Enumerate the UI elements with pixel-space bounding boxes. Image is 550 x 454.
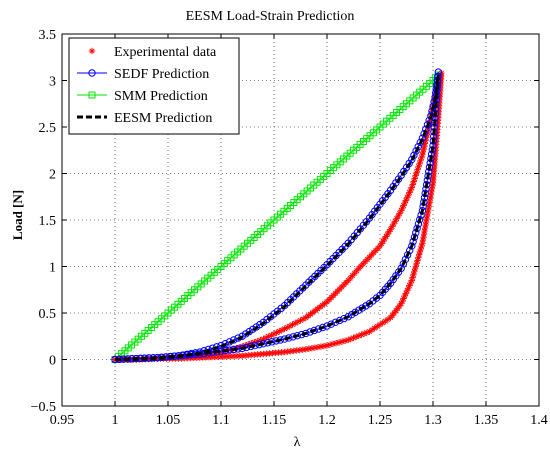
legend-label: SMM Prediction	[114, 89, 208, 104]
y-tick-label: 1	[49, 261, 56, 276]
legend-marker	[88, 69, 96, 77]
series-eesm-prediction	[114, 74, 440, 361]
series-smm-prediction	[111, 71, 442, 363]
legend-label: EESM Prediction	[114, 111, 212, 126]
x-tick-label: 1.3	[424, 413, 442, 428]
data-point	[389, 275, 397, 284]
data-point	[414, 257, 421, 264]
x-tick-label: 0.95	[50, 413, 75, 428]
data-point	[409, 181, 416, 188]
data-point	[284, 324, 291, 331]
x-tick-label: 1.1	[212, 413, 230, 428]
data-point	[410, 178, 417, 185]
data-point	[416, 160, 423, 167]
data-point	[341, 337, 349, 344]
data-point	[221, 339, 229, 348]
legend-item: EESM Prediction	[77, 111, 212, 126]
legend-marker	[88, 47, 96, 55]
x-tick-label: 1.15	[262, 413, 287, 428]
data-point	[423, 121, 432, 129]
ticks: 0.95 1 1.05 1.1 1.15 1.2 1.25 1.3 1.35 1.4 −0.5 0 0.…	[31, 28, 548, 428]
data-point	[386, 279, 395, 287]
y-tick-label: −0.5	[31, 400, 56, 415]
legend-label: Experimental data	[114, 45, 217, 60]
legend-marker	[88, 91, 96, 99]
data-point	[335, 339, 343, 346]
data-point	[420, 129, 428, 138]
chart-title: EESM Load-Strain Prediction	[186, 9, 355, 24]
legend-item: SMM Prediction	[77, 89, 208, 104]
x-tick-label: 1.25	[368, 413, 393, 428]
data-point	[213, 343, 221, 351]
y-tick-label: 3.5	[39, 28, 57, 43]
x-tick-label: 1.05	[156, 413, 181, 428]
data-point	[238, 332, 246, 340]
y-tick-label: 2	[49, 168, 56, 183]
x-axis-label: λ	[294, 435, 301, 450]
data-point	[392, 272, 400, 280]
data-point	[415, 163, 422, 170]
y-tick-label: 1.5	[39, 214, 57, 229]
data-point	[430, 128, 438, 136]
x-tick-label: 1.35	[474, 413, 499, 428]
x-tick-label: 1.2	[318, 413, 336, 428]
data-point	[425, 163, 434, 172]
x-tick-label: 1	[112, 413, 119, 428]
data-point	[397, 264, 405, 273]
y-axis-label: Load [N]	[10, 190, 25, 240]
data-point	[403, 287, 411, 294]
y-tick-label: 0	[49, 354, 56, 369]
legend-item: SEDF Prediction	[77, 67, 209, 82]
data-point	[412, 147, 420, 155]
data-point	[399, 297, 406, 305]
x-tick-label: 1.4	[530, 413, 548, 428]
data-point	[414, 166, 421, 173]
legend-item: Experimental data	[88, 45, 217, 60]
y-tick-label: 2.5	[39, 121, 57, 136]
data-point	[416, 138, 424, 147]
series-line	[114, 74, 440, 361]
legend-label: SEDF Prediction	[114, 67, 209, 82]
data-point	[394, 268, 403, 276]
y-tick-label: 3	[49, 75, 56, 90]
series-layer	[111, 68, 445, 364]
y-tick-label: 0.5	[39, 307, 57, 322]
data-point	[230, 336, 238, 344]
legend: Experimental data SEDF Prediction SMM Pred…	[68, 37, 240, 135]
data-point	[402, 290, 410, 297]
